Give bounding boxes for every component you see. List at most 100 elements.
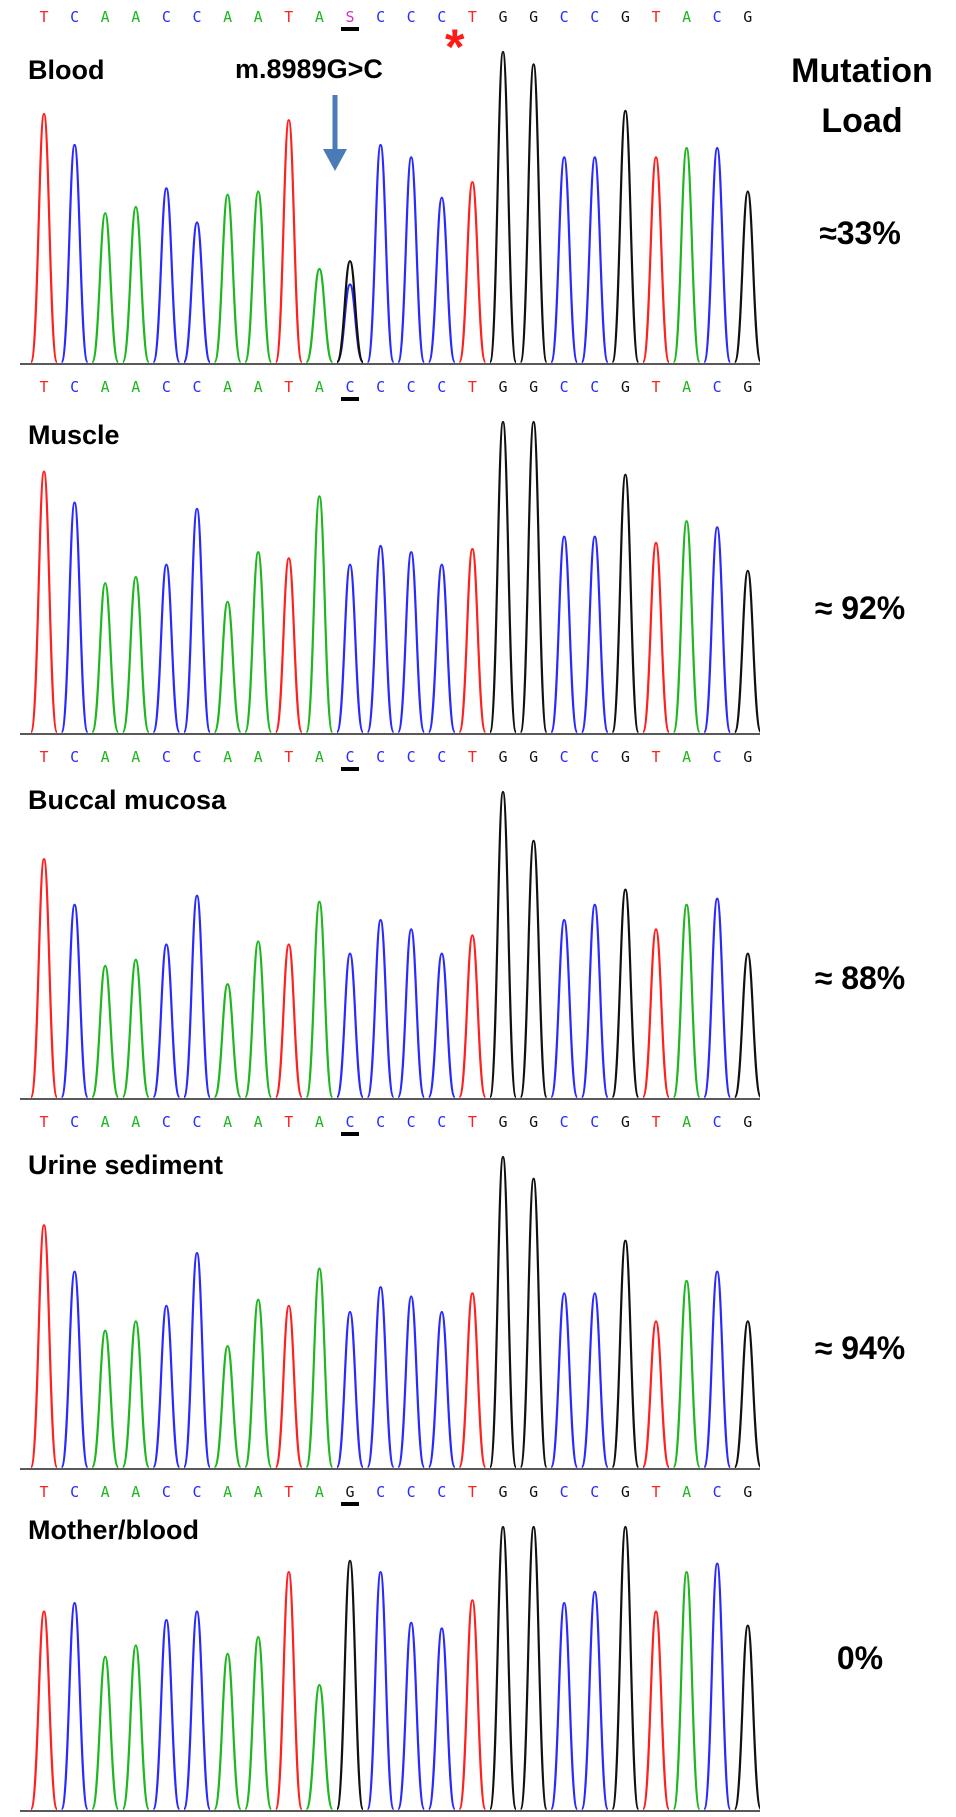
base-call-letter: G xyxy=(345,1483,354,1501)
peak-G xyxy=(611,1239,640,1469)
peak-C xyxy=(397,551,426,734)
peak-C xyxy=(182,1251,212,1469)
base-call-letter: T xyxy=(39,1113,48,1131)
base-call-letter: G xyxy=(498,378,507,396)
peak-C xyxy=(182,1610,212,1811)
base-call-letter: G xyxy=(621,1113,630,1131)
peak-C xyxy=(152,1618,181,1811)
peak-T xyxy=(458,181,487,364)
base-call-letter: C xyxy=(407,748,416,766)
base-call-letter: G xyxy=(529,748,538,766)
base-call-letter: G xyxy=(621,748,630,766)
base-call-letter: T xyxy=(39,8,48,26)
peak-A xyxy=(121,575,150,734)
base-call-letter: T xyxy=(651,378,660,396)
peak-T xyxy=(274,943,303,1099)
peak-C xyxy=(397,1295,426,1469)
peak-C xyxy=(60,903,89,1099)
sample-label: Muscle xyxy=(28,420,120,450)
peak-A xyxy=(672,520,701,734)
peak-C xyxy=(550,1602,579,1811)
peak-A xyxy=(121,205,150,364)
base-call-letter: C xyxy=(345,748,354,766)
base-call-letter: C xyxy=(437,748,446,766)
peak-A xyxy=(305,1267,334,1469)
base-call-letter: A xyxy=(101,1113,110,1131)
header-line-1: Mutation xyxy=(791,52,933,90)
base-call-letter: A xyxy=(254,748,263,766)
peak-C xyxy=(60,143,89,364)
peak-C xyxy=(60,1602,89,1811)
base-call-letter: G xyxy=(743,1483,752,1501)
base-call-letter: A xyxy=(254,8,263,26)
base-call-letter: C xyxy=(560,1113,569,1131)
base-call-letter: C xyxy=(713,1113,722,1131)
base-call-letter: T xyxy=(39,378,48,396)
base-call-letter: G xyxy=(621,8,630,26)
peak-A xyxy=(244,190,273,364)
peak-A xyxy=(672,1279,701,1469)
peak-T xyxy=(458,1599,487,1811)
base-call-letter: C xyxy=(407,1113,416,1131)
base-call-letter: A xyxy=(101,1483,110,1501)
base-call-letter: A xyxy=(131,748,140,766)
peak-C xyxy=(152,187,181,364)
peak-A xyxy=(213,600,242,734)
peak-C xyxy=(60,501,89,734)
base-call-letter: C xyxy=(192,748,201,766)
peak-C xyxy=(703,897,732,1099)
variant-underline xyxy=(341,27,359,31)
base-call-letter: A xyxy=(682,8,691,26)
base-call-letter: C xyxy=(713,748,722,766)
base-call-letter: C xyxy=(437,1113,446,1131)
base-call-letter: C xyxy=(192,1483,201,1501)
peak-G xyxy=(519,63,548,364)
base-call-letter: C xyxy=(162,748,171,766)
peak-T xyxy=(274,1304,303,1469)
peak-A xyxy=(244,940,273,1099)
base-call-letter: A xyxy=(223,1483,232,1501)
peak-A xyxy=(91,964,120,1099)
base-call-letter: C xyxy=(560,378,569,396)
peak-A xyxy=(305,495,334,734)
base-call-letter: T xyxy=(651,748,660,766)
base-call-letter: C xyxy=(437,1483,446,1501)
base-call-letter: C xyxy=(407,378,416,396)
peak-C xyxy=(366,918,395,1099)
base-call-letter: C xyxy=(70,8,79,26)
peak-A xyxy=(121,958,150,1099)
base-call-letter: T xyxy=(651,1483,660,1501)
base-call-letter: C xyxy=(713,1483,722,1501)
sample-label: Buccal mucosa xyxy=(28,785,227,815)
base-call-letter: A xyxy=(315,378,324,396)
base-call-letter: C xyxy=(192,378,201,396)
variant-underline xyxy=(341,397,359,401)
peak-A xyxy=(91,212,120,364)
peak-C xyxy=(703,1562,732,1811)
peak-C xyxy=(550,535,579,734)
peak-A xyxy=(244,1635,273,1811)
peak-C xyxy=(580,1590,609,1811)
base-call-letter: T xyxy=(284,1483,293,1501)
base-call-letter: T xyxy=(39,748,48,766)
peak-C xyxy=(182,894,212,1099)
peak-C xyxy=(550,1292,579,1469)
peak-secondary-G xyxy=(335,260,365,364)
base-call-letter: C xyxy=(192,8,201,26)
sample-label: Blood xyxy=(28,55,105,85)
base-call-letter: C xyxy=(162,1113,171,1131)
base-call-letter: G xyxy=(743,1113,752,1131)
peak-C xyxy=(397,928,426,1099)
peak-T xyxy=(29,1610,59,1811)
base-call-letter: G xyxy=(498,748,507,766)
peak-C xyxy=(703,526,732,734)
base-call-letter: T xyxy=(284,8,293,26)
base-call-letter: C xyxy=(407,1483,416,1501)
base-call-letter: A xyxy=(254,1483,263,1501)
peak-C xyxy=(60,1270,89,1469)
peak-G xyxy=(733,952,760,1099)
base-call-letter: A xyxy=(131,1483,140,1501)
base-call-letter: G xyxy=(621,1483,630,1501)
base-call-letter: T xyxy=(651,8,660,26)
